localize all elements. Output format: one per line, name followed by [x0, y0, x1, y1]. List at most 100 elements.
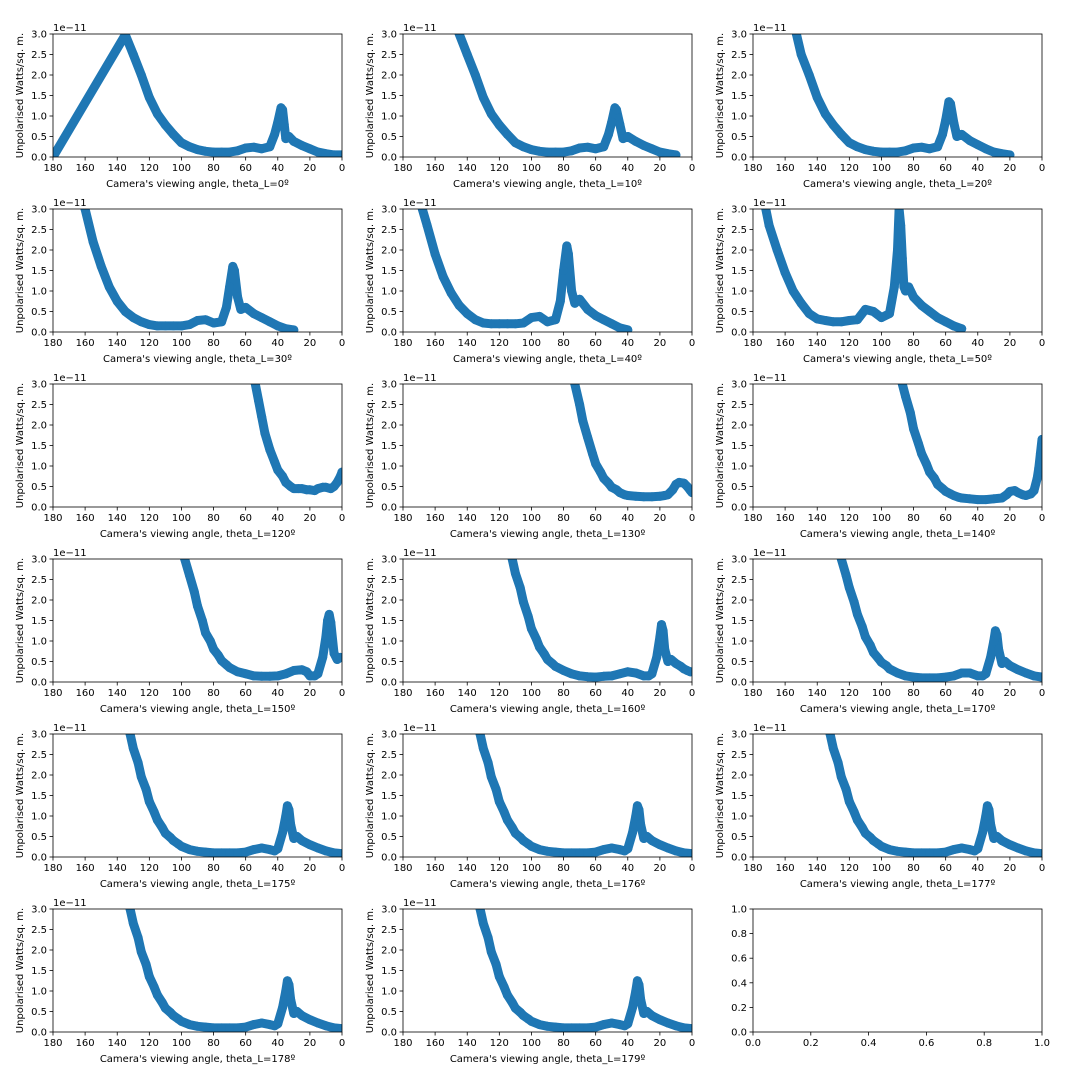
y-tick-label: 1.0 [31, 812, 47, 823]
data-point [526, 624, 536, 634]
data-point [647, 144, 657, 154]
x-axis-label: Camera's viewing angle, theta_L=20º [803, 179, 992, 190]
x-tick-label: 60 [239, 688, 252, 699]
data-point [599, 671, 609, 681]
data-point [591, 144, 601, 154]
data-trace [791, 34, 1015, 157]
data-point [836, 129, 846, 139]
data-point [321, 846, 331, 856]
data-point [623, 132, 633, 141]
data-point [607, 671, 617, 681]
x-tick-label: 0 [339, 163, 345, 174]
axes-frame [52, 208, 343, 333]
y-axis-label: Unpolarised Watts/sq. m. [365, 208, 376, 333]
x-tick-label: 120 [140, 1038, 159, 1049]
y-tick-label: 0.5 [381, 1007, 397, 1018]
data-point [494, 120, 504, 130]
data-series [417, 209, 633, 332]
data-point [201, 146, 210, 156]
subplot-9: 180 160 140 120 100 80 60 40 20 0 0.0 0.5 1.0 1.5 2.0 2… [15, 548, 345, 715]
y-tick-label: 2.0 [731, 596, 747, 607]
y-offset-text: 1e−11 [753, 373, 787, 384]
y-tick-label: 2.0 [381, 771, 397, 782]
y-tick-label: 3.0 [731, 205, 747, 216]
data-point [422, 220, 432, 230]
data-point [896, 220, 906, 230]
data-point [535, 1020, 544, 1030]
x-tick-label: 80 [207, 1038, 220, 1049]
data-point [973, 495, 983, 505]
data-point [1037, 434, 1042, 444]
subplot-5: 180 160 140 120 100 80 60 40 20 0 0.0 0.5 1.0 1.5 2.0 2… [715, 198, 1045, 365]
subplot-0: 180 160 140 120 100 80 60 40 20 0 0.0 0.5 1.0 1.5 2.0 2… [15, 23, 345, 190]
y-tick-label: 1.0 [381, 987, 397, 998]
x-tick-label: 0 [689, 688, 695, 699]
y-tick-label: 0.5 [731, 482, 747, 493]
data-point [96, 261, 106, 271]
data-point [265, 671, 275, 681]
x-tick-label: 80 [557, 338, 570, 349]
data-point [917, 848, 927, 857]
data-point [607, 1018, 617, 1028]
data-point [965, 136, 975, 146]
x-tick-label: 40 [621, 863, 634, 874]
data-point [917, 142, 927, 152]
y-tick-label: 2.5 [731, 50, 747, 61]
data-point [841, 570, 851, 580]
data-point [679, 848, 689, 857]
data-point [876, 313, 886, 323]
data-point [430, 249, 440, 259]
data-point [318, 652, 328, 662]
x-tick-label: 20 [1004, 688, 1017, 699]
x-tick-label: 1.0 [1034, 1038, 1050, 1049]
data-point [893, 846, 902, 856]
data-point [125, 734, 135, 739]
y-tick-label: 0.0 [381, 678, 397, 689]
x-tick-label: 120 [140, 688, 159, 699]
data-point [904, 282, 914, 292]
data-point [209, 644, 219, 654]
data-point [160, 120, 170, 130]
data-point [639, 141, 649, 150]
y-axis-label: Unpolarised Watts/sq. m. [715, 208, 726, 333]
y-tick-label: 0.5 [31, 657, 47, 668]
data-point [591, 311, 601, 321]
data-point [989, 147, 999, 157]
data-point [201, 847, 210, 857]
y-tick-label: 2.0 [31, 71, 47, 82]
data-trace [53, 34, 342, 157]
data-point [257, 412, 267, 422]
data-point [125, 909, 135, 914]
data-point [535, 845, 544, 855]
data-point [860, 145, 870, 155]
y-tick-label: 2.5 [381, 225, 397, 236]
data-point [152, 321, 162, 331]
data-point [925, 467, 935, 477]
data-point [559, 848, 569, 857]
data-point [876, 841, 886, 851]
data-point [885, 664, 894, 674]
y-tick-label: 1.5 [31, 791, 47, 802]
x-tick-label: 60 [589, 163, 602, 174]
x-tick-label: 160 [426, 1038, 445, 1049]
data-point [53, 152, 58, 157]
data-trace [180, 559, 342, 681]
data-point [462, 309, 472, 319]
y-tick-label: 0.5 [381, 657, 397, 668]
data-point [502, 319, 512, 329]
data-point [233, 848, 243, 857]
y-tick-label: 0.0 [731, 153, 747, 164]
data-point [628, 1002, 638, 1012]
data-point [575, 400, 585, 409]
y-tick-label: 1.5 [381, 966, 397, 977]
y-tick-label: 3.0 [31, 380, 47, 391]
x-tick-label: 40 [271, 1038, 284, 1049]
data-point [510, 138, 520, 148]
data-point [986, 652, 996, 662]
x-tick-label: 140 [458, 338, 477, 349]
y-offset-text: 1e−11 [753, 198, 787, 209]
y-tick-label: 2.0 [381, 71, 397, 82]
x-tick-label: 160 [76, 513, 95, 524]
data-point [612, 105, 621, 115]
data-point [599, 315, 609, 325]
